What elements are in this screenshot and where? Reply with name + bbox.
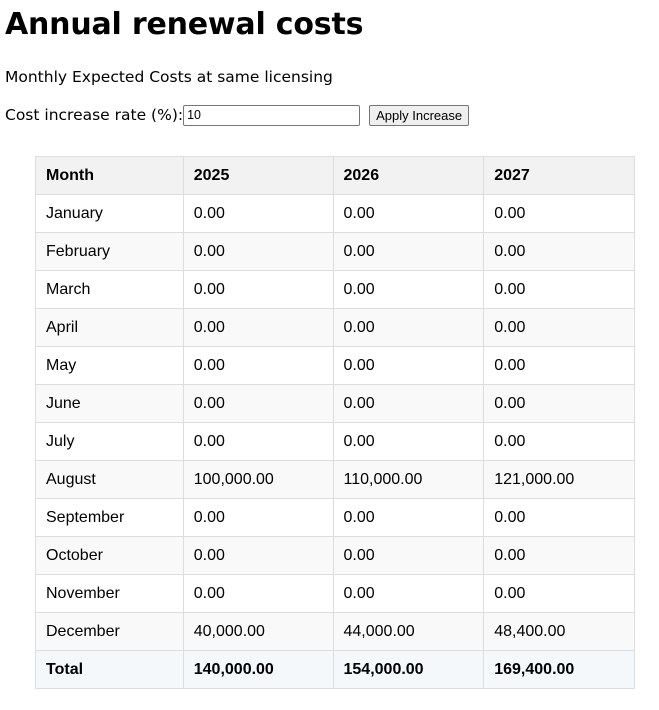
cost-cell-2027: 0.00 [483, 270, 635, 309]
total-cell-2027: 169,400.00 [483, 650, 635, 689]
cost-cell-2027: 0.00 [483, 384, 635, 423]
cost-cell-2027: 0.00 [483, 574, 635, 613]
table-row: January 0.00 0.00 0.00 [35, 194, 635, 233]
cost-cell-2025: 0.00 [182, 194, 334, 233]
cost-cell-2025: 0.00 [182, 384, 334, 423]
page-title: Annual renewal costs [5, 7, 364, 42]
rate-label: Cost increase rate (%): [5, 106, 184, 124]
cost-cell-2027: 0.00 [483, 498, 635, 537]
month-cell: June [35, 384, 184, 423]
cost-cell-2026: 0.00 [332, 194, 485, 233]
cost-cell-2026: 0.00 [332, 536, 485, 575]
cost-cell-2027: 0.00 [483, 422, 635, 461]
cost-cell-2026: 0.00 [332, 232, 485, 271]
cost-cell-2027: 0.00 [483, 346, 635, 385]
cost-cell-2026: 0.00 [332, 308, 485, 347]
cost-cell-2026: 0.00 [332, 574, 485, 613]
table-header-row: Month 2025 2026 2027 [35, 156, 635, 195]
column-header-month: Month [35, 156, 184, 195]
cost-cell-2025: 0.00 [182, 270, 334, 309]
total-row: Total 140,000.00 154,000.00 169,400.00 [35, 650, 635, 689]
cost-cell-2026: 0.00 [332, 422, 485, 461]
month-cell: October [35, 536, 184, 575]
cost-cell-2025: 0.00 [182, 498, 334, 537]
cost-cell-2025: 0.00 [182, 574, 334, 613]
month-cell: February [35, 232, 184, 271]
cost-cell-2027: 0.00 [483, 194, 635, 233]
month-cell: January [35, 194, 184, 233]
cost-cell-2026: 0.00 [332, 270, 485, 309]
month-cell: May [35, 346, 184, 385]
table-row: February 0.00 0.00 0.00 [35, 232, 635, 271]
month-cell: December [35, 612, 184, 651]
table-row: December 40,000.00 44,000.00 48,400.00 [35, 612, 635, 651]
table-row: October 0.00 0.00 0.00 [35, 536, 635, 575]
table-row: May 0.00 0.00 0.00 [35, 346, 635, 385]
total-label: Total [35, 650, 184, 689]
column-header-2026: 2026 [332, 156, 485, 195]
rate-input[interactable] [183, 104, 361, 126]
total-cell-2025: 140,000.00 [182, 650, 334, 689]
cost-cell-2026: 44,000.00 [332, 612, 485, 651]
table-row: September 0.00 0.00 0.00 [35, 498, 635, 537]
cost-cell-2025: 0.00 [182, 232, 334, 271]
column-header-2027: 2027 [483, 156, 635, 195]
table-row: August 100,000.00 110,000.00 121,000.00 [35, 460, 635, 499]
cost-cell-2026: 0.00 [332, 346, 485, 385]
page-subtitle: Monthly Expected Costs at same licensing [5, 68, 333, 86]
cost-cell-2025: 100,000.00 [182, 460, 334, 499]
month-cell: August [35, 460, 184, 499]
table-row: June 0.00 0.00 0.00 [35, 384, 635, 423]
renewal-costs-table: Month 2025 2026 2027 January 0.00 0.00 0… [35, 156, 635, 689]
cost-cell-2025: 40,000.00 [182, 612, 334, 651]
month-cell: July [35, 422, 184, 461]
table-row: July 0.00 0.00 0.00 [35, 422, 635, 461]
cost-cell-2027: 48,400.00 [483, 612, 635, 651]
cost-cell-2027: 0.00 [483, 536, 635, 575]
month-cell: September [35, 498, 184, 537]
cost-cell-2027: 0.00 [483, 308, 635, 347]
table-row: April 0.00 0.00 0.00 [35, 308, 635, 347]
month-cell: March [35, 270, 184, 309]
month-cell: April [35, 308, 184, 347]
cost-cell-2025: 0.00 [182, 308, 334, 347]
cost-cell-2026: 0.00 [332, 498, 485, 537]
cost-cell-2027: 121,000.00 [483, 460, 635, 499]
column-header-2025: 2025 [182, 156, 334, 195]
cost-cell-2026: 0.00 [332, 384, 485, 423]
table-row: March 0.00 0.00 0.00 [35, 270, 635, 309]
month-cell: November [35, 574, 184, 613]
cost-cell-2025: 0.00 [182, 346, 334, 385]
cost-cell-2025: 0.00 [182, 422, 334, 461]
cost-cell-2027: 0.00 [483, 232, 635, 271]
table-row: November 0.00 0.00 0.00 [35, 574, 635, 613]
apply-increase-button[interactable]: Apply Increase [369, 104, 470, 126]
cost-cell-2025: 0.00 [182, 536, 334, 575]
total-cell-2026: 154,000.00 [332, 650, 485, 689]
rate-controls: Cost increase rate (%): Apply Increase [5, 104, 470, 126]
cost-cell-2026: 110,000.00 [332, 460, 485, 499]
